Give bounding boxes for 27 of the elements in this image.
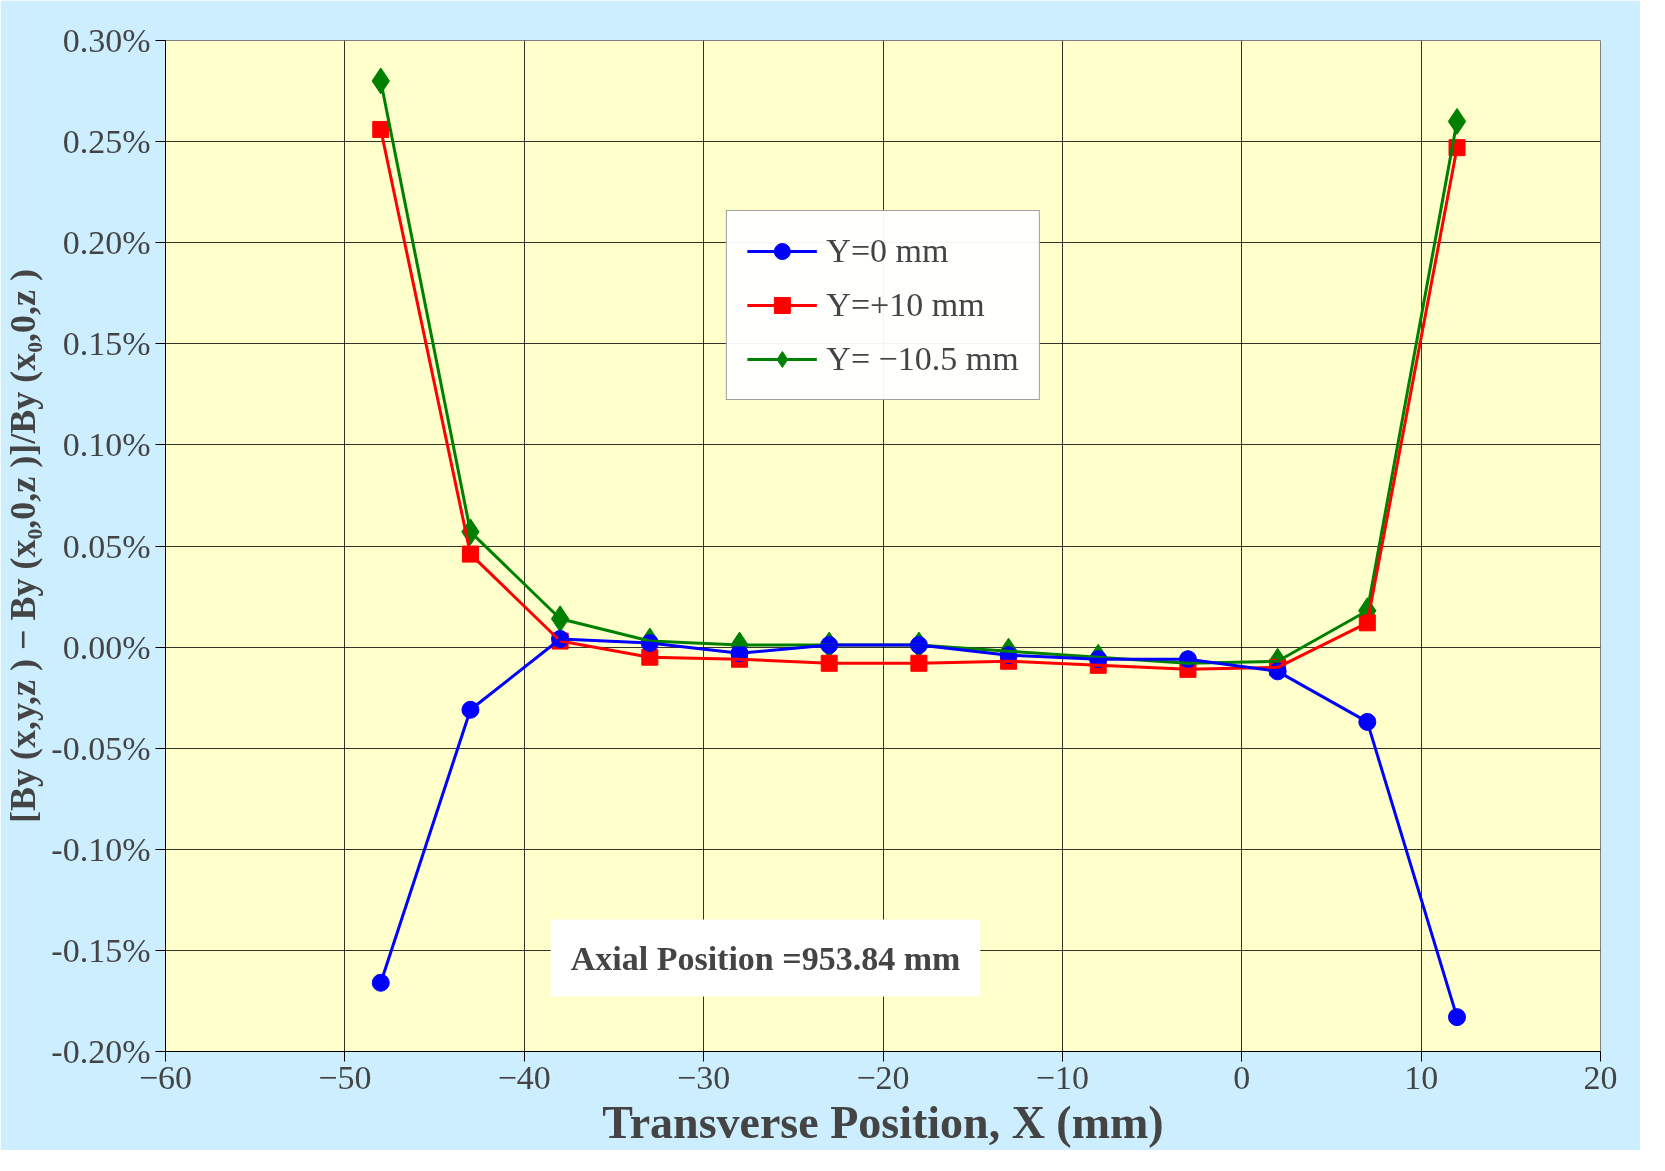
point <box>1447 107 1467 135</box>
y-tick-label: 0.00% <box>62 628 151 666</box>
x-tick-label: −20 <box>856 1058 910 1096</box>
x-tick-label: −10 <box>1035 1058 1089 1096</box>
x-tick-label: 20 <box>1583 1058 1618 1096</box>
point <box>1448 1008 1466 1027</box>
point <box>371 973 390 992</box>
y-tick-label: 0.05% <box>62 527 151 565</box>
x-tick-label: 0 <box>1233 1058 1251 1096</box>
x-tick-label: −30 <box>677 1058 731 1096</box>
annotation: Axial Position =953.84 mm <box>570 939 961 977</box>
y-tick-label: -0.10% <box>51 830 151 868</box>
x-tick-label: −50 <box>318 1058 372 1096</box>
y-tick-label: 0.20% <box>62 224 151 262</box>
y-tick-label: 0.15% <box>62 325 151 363</box>
legend-label: Y= −10.5 mm <box>826 340 1019 378</box>
y-tick-label: -0.05% <box>51 729 151 767</box>
y-tick-label: -0.15% <box>51 931 151 969</box>
y-tick-label: 0.30% <box>62 22 151 59</box>
legend-label: Y=+10 mm <box>826 286 985 324</box>
y-axis-title: [By (x,y,z ) − By (x₀,0,z )]/By (x₀,0,z ) <box>3 269 44 823</box>
x-axis-title: Transverse Position, X (mm) <box>602 1096 1164 1148</box>
y-tick-label: 0.25% <box>62 123 151 161</box>
legend-label: Y=0 mm <box>826 232 949 270</box>
y-tick-label: 0.10% <box>62 426 151 464</box>
x-tick-label: 10 <box>1404 1058 1439 1096</box>
x-tick-label: −40 <box>497 1058 551 1096</box>
